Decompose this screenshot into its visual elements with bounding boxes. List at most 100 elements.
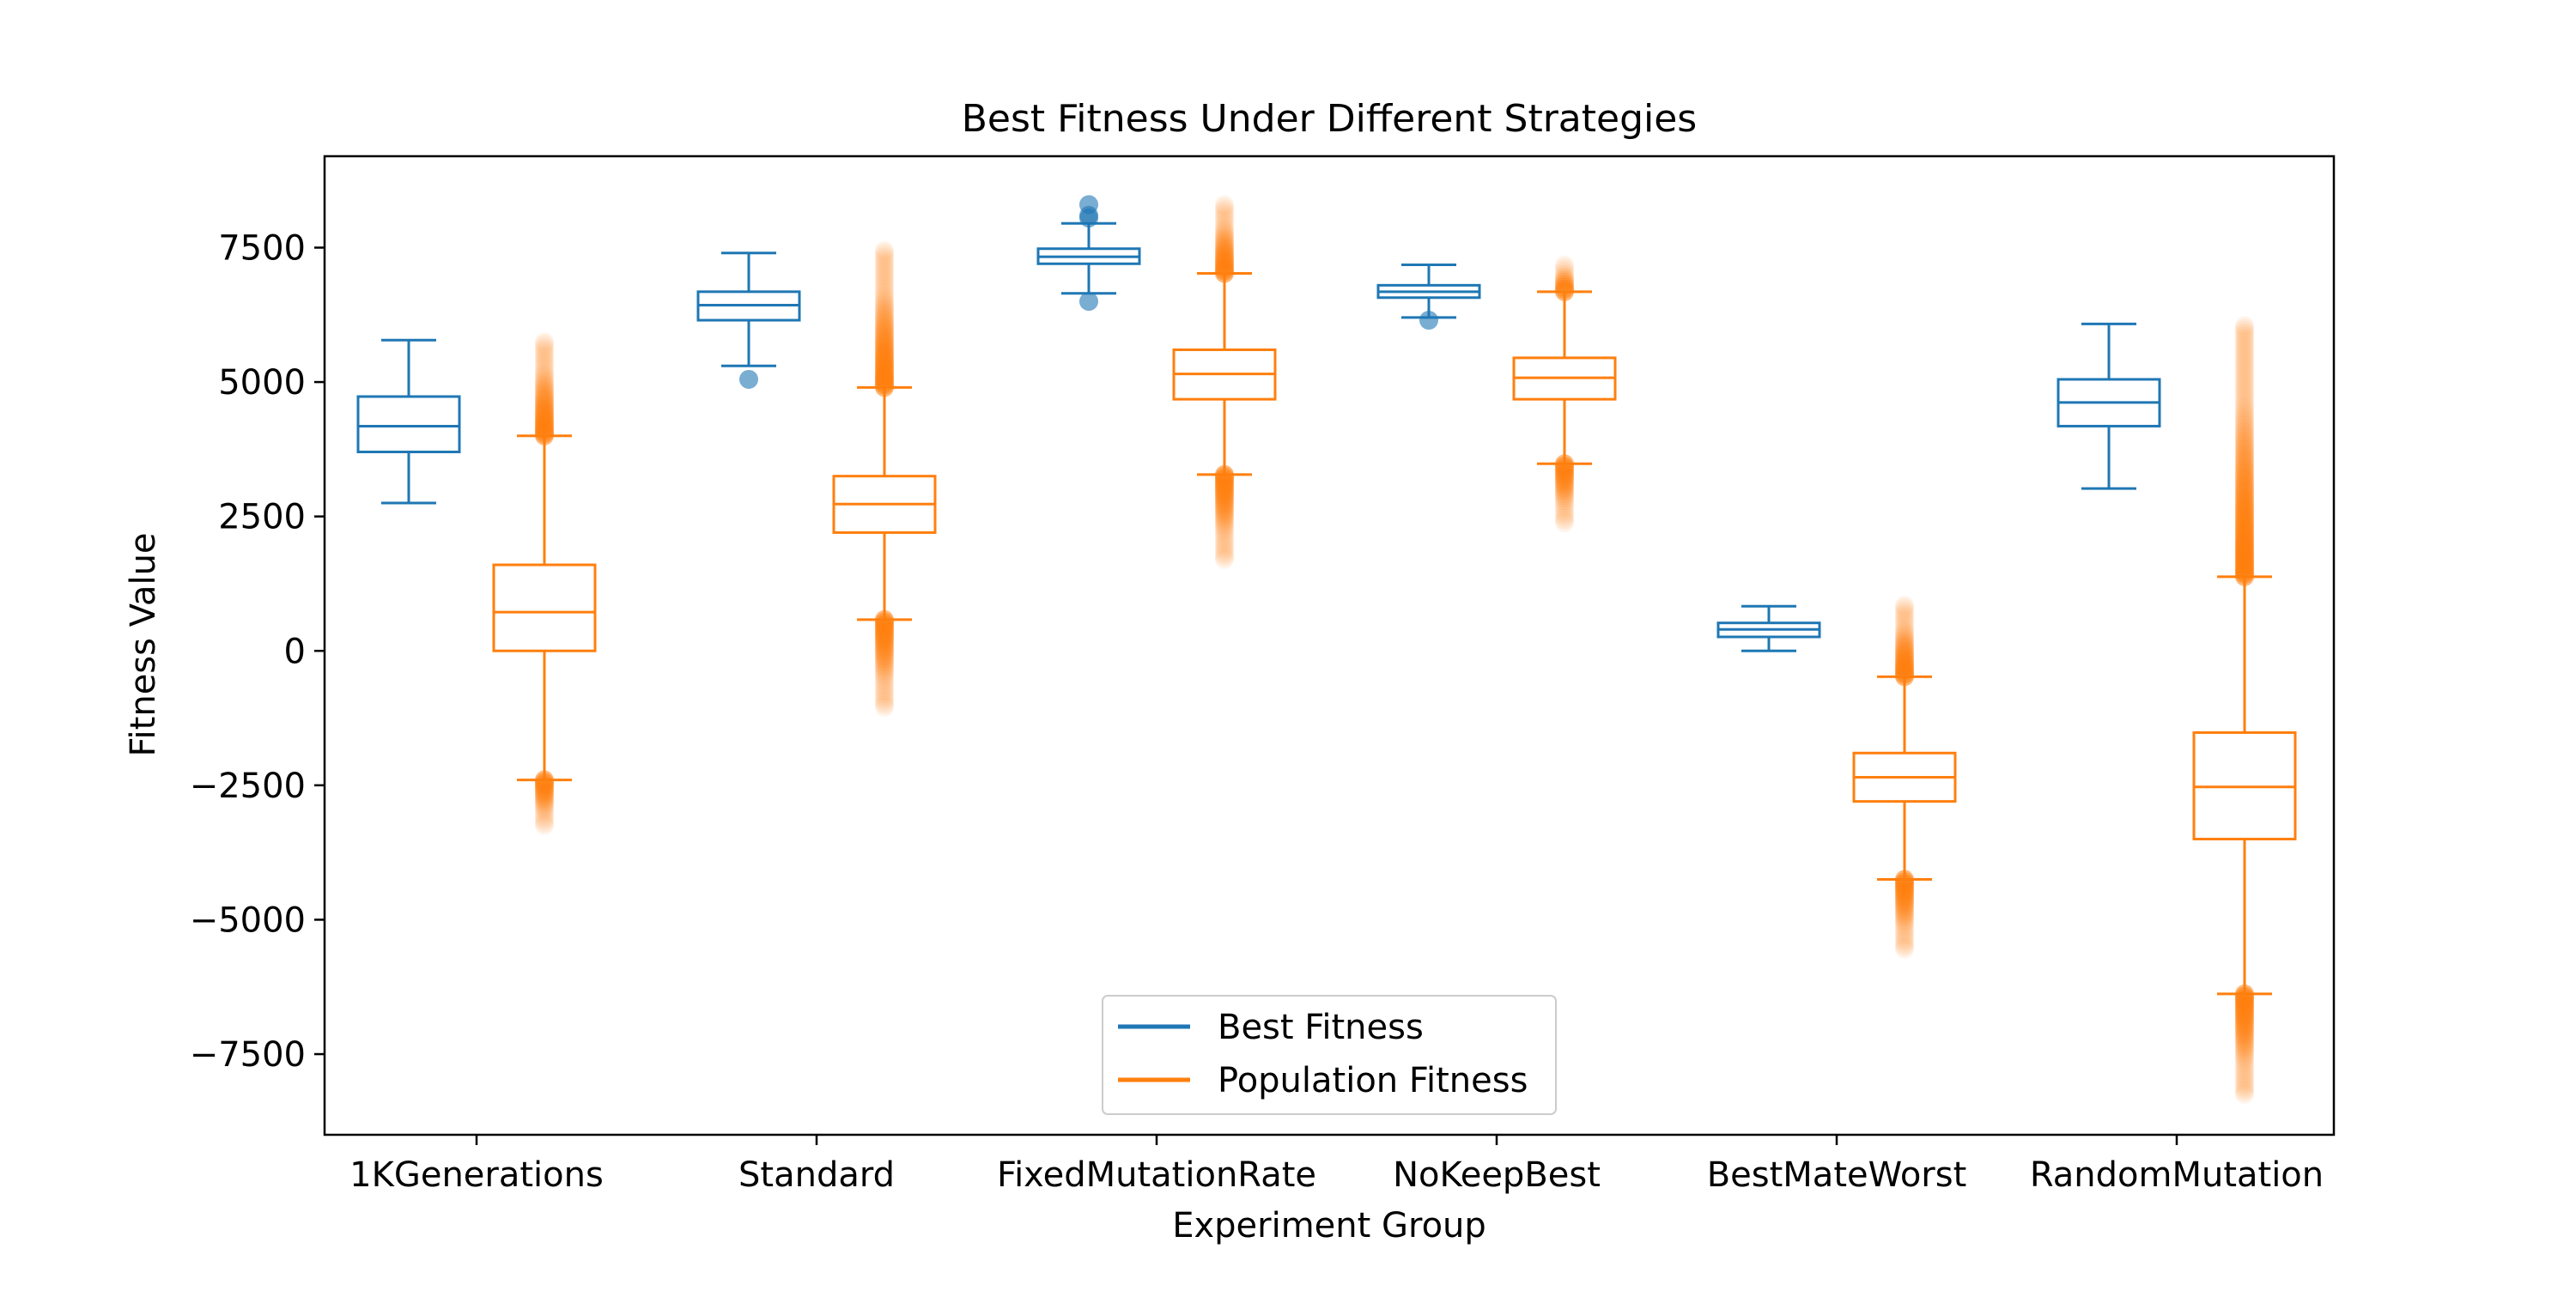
flier-point bbox=[1895, 643, 1914, 663]
flier-point bbox=[1215, 504, 1234, 524]
y-tick-label: −2500 bbox=[190, 767, 306, 806]
flier-point bbox=[1895, 906, 1914, 925]
flier-point bbox=[1215, 232, 1234, 252]
chart-title: Best Fitness Under Different Strategies bbox=[962, 97, 1697, 141]
flier-point bbox=[2235, 446, 2254, 466]
flier-point bbox=[2235, 369, 2254, 389]
flier-point bbox=[875, 276, 894, 296]
flier-point bbox=[2235, 542, 2254, 562]
flier-point bbox=[2235, 1005, 2254, 1025]
flier-point bbox=[2235, 408, 2254, 427]
flier-point bbox=[1215, 215, 1234, 234]
box-best-fitness-fixedmutationrate bbox=[1036, 195, 1141, 312]
flier-point bbox=[1895, 659, 1914, 679]
flier-point bbox=[875, 346, 894, 366]
flier-point bbox=[875, 681, 894, 700]
flier-point bbox=[1895, 631, 1914, 651]
flier-point bbox=[1215, 202, 1234, 221]
flier-point bbox=[1895, 648, 1914, 668]
flier-point bbox=[1215, 224, 1234, 244]
flier-point bbox=[2235, 412, 2254, 432]
flier-point bbox=[2235, 1003, 2254, 1023]
flier-point bbox=[2235, 320, 2254, 340]
flier-point bbox=[1215, 549, 1234, 569]
flier-point bbox=[1895, 891, 1914, 911]
flier-point bbox=[1895, 596, 1914, 615]
flier-point bbox=[2235, 550, 2254, 570]
flier-point bbox=[875, 351, 894, 371]
flier-point bbox=[1555, 486, 1574, 506]
flier-point bbox=[1419, 311, 1438, 330]
flier-point bbox=[2235, 434, 2254, 454]
flier-point bbox=[535, 791, 554, 811]
flier-point bbox=[535, 395, 554, 415]
box-population-fitness-1kgenerations bbox=[492, 332, 597, 835]
flier-point bbox=[875, 324, 894, 344]
flier-point bbox=[535, 416, 554, 436]
flier-point bbox=[2235, 1039, 2254, 1059]
flier-point bbox=[875, 336, 894, 356]
flier-point bbox=[2235, 489, 2254, 509]
flier-point bbox=[1215, 516, 1234, 536]
flier-point bbox=[1215, 217, 1234, 237]
flier-point bbox=[535, 368, 554, 388]
flier-point bbox=[1895, 633, 1914, 653]
flier-point bbox=[2235, 1029, 2254, 1049]
flier-point bbox=[2235, 424, 2254, 444]
flier-point bbox=[535, 349, 554, 368]
flier-point bbox=[1215, 252, 1234, 271]
flier-point bbox=[875, 284, 894, 304]
flier-point bbox=[1215, 525, 1234, 545]
flier-point bbox=[1215, 237, 1234, 257]
flier-point bbox=[875, 366, 894, 385]
y-tick-label: −5000 bbox=[190, 900, 306, 940]
flier-point bbox=[875, 315, 894, 335]
flier-point bbox=[2235, 488, 2254, 507]
flier-point bbox=[1555, 513, 1574, 533]
legend-label-best-fitness: Best Fitness bbox=[1218, 1008, 1424, 1047]
flier-point bbox=[1215, 506, 1234, 525]
flier-point bbox=[535, 366, 554, 385]
flier-point bbox=[2235, 1041, 2254, 1061]
flier-point bbox=[1895, 639, 1914, 658]
flier-point bbox=[1555, 496, 1574, 516]
flier-point bbox=[1895, 913, 1914, 933]
flier-point bbox=[1895, 896, 1914, 916]
flier-point bbox=[2235, 1051, 2254, 1070]
flier-point bbox=[2235, 420, 2254, 439]
flier-point bbox=[535, 336, 554, 356]
flier-point bbox=[2235, 415, 2254, 434]
flier-point bbox=[2235, 373, 2254, 393]
flier-point bbox=[1895, 911, 1914, 930]
flier-point bbox=[2235, 316, 2254, 336]
flier-point bbox=[1895, 908, 1914, 928]
flier-point bbox=[535, 356, 554, 376]
flier-point bbox=[1895, 607, 1914, 627]
flier-point bbox=[535, 790, 554, 809]
flier-point bbox=[1895, 609, 1914, 629]
flier-point bbox=[2235, 323, 2254, 342]
flier-point bbox=[875, 683, 894, 703]
box-iqr bbox=[492, 563, 597, 652]
flier-point bbox=[1215, 241, 1234, 261]
flier-point bbox=[1215, 200, 1234, 220]
flier-point bbox=[2235, 410, 2254, 430]
flier-point bbox=[1895, 888, 1914, 908]
flier-point bbox=[875, 286, 894, 306]
flier-point bbox=[875, 652, 894, 671]
flier-point bbox=[1215, 195, 1234, 215]
flier-point bbox=[2235, 536, 2254, 555]
flier-point bbox=[2235, 340, 2254, 360]
flier-point bbox=[535, 404, 554, 424]
flier-point bbox=[2235, 1017, 2254, 1037]
flier-point bbox=[1555, 491, 1574, 511]
flier-point bbox=[2235, 357, 2254, 377]
flier-point bbox=[2235, 335, 2254, 355]
flier-point bbox=[875, 656, 894, 676]
flier-point bbox=[875, 267, 894, 287]
flier-point bbox=[2235, 364, 2254, 384]
flier-point bbox=[1215, 523, 1234, 542]
flier-point bbox=[875, 330, 894, 349]
flier-point bbox=[535, 399, 554, 419]
flier-point bbox=[875, 358, 894, 378]
